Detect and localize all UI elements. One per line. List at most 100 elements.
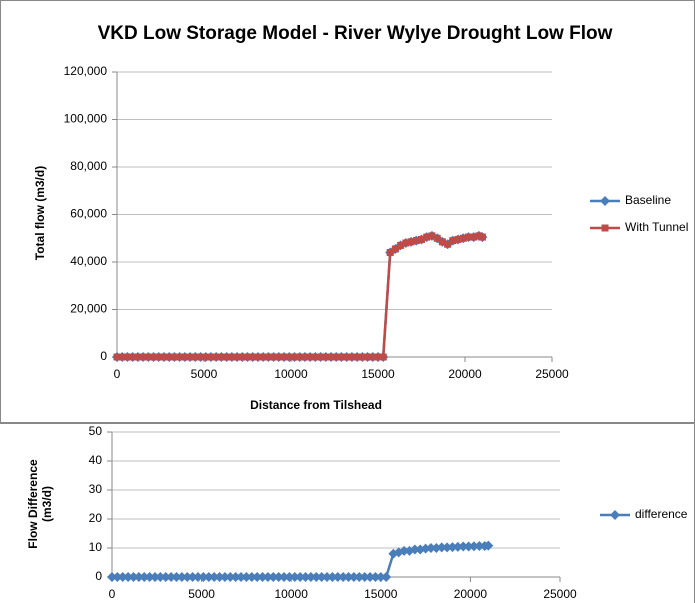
marker	[171, 572, 182, 582]
marker	[193, 572, 204, 582]
marker	[464, 233, 472, 241]
y-tick-label: 20,000	[70, 302, 107, 316]
marker	[202, 353, 210, 361]
marker	[150, 353, 158, 361]
marker	[209, 572, 220, 582]
marker	[322, 572, 333, 582]
marker	[306, 353, 314, 361]
marker	[311, 572, 322, 582]
series-line	[117, 234, 483, 359]
x-tick-label: 10000	[275, 587, 309, 601]
y-tick-label: 40	[89, 453, 103, 467]
x-tick-label: 0	[109, 587, 116, 601]
marker	[249, 353, 257, 361]
marker	[353, 353, 361, 361]
y-tick-label: 50	[89, 424, 103, 438]
marker	[197, 353, 205, 361]
marker	[374, 353, 382, 361]
y-axis-label: Flow Difference (m3/d)	[26, 459, 54, 549]
x-tick-label: 0	[114, 367, 121, 381]
x-tick-label: 20000	[454, 587, 488, 601]
marker	[452, 541, 463, 552]
marker	[176, 353, 184, 361]
marker	[238, 353, 246, 361]
marker	[275, 353, 283, 361]
marker	[117, 572, 128, 582]
marker	[139, 572, 150, 582]
x-tick-label: 10000	[274, 367, 308, 381]
marker	[191, 353, 199, 361]
marker	[160, 353, 168, 361]
marker	[454, 235, 462, 243]
marker	[254, 353, 262, 361]
marker	[259, 353, 267, 361]
marker	[112, 572, 123, 582]
marker	[391, 245, 399, 253]
marker	[449, 237, 457, 245]
legend-label: With Tunnel	[625, 220, 688, 234]
marker	[459, 234, 467, 242]
marker	[264, 353, 272, 361]
legend-label: difference	[635, 507, 688, 521]
marker	[412, 237, 420, 245]
marker	[170, 353, 178, 361]
x-tick-label: 15000	[364, 587, 398, 601]
marker	[186, 353, 194, 361]
x-tick-label: 20000	[448, 367, 482, 381]
y-tick-label: 100,000	[64, 112, 108, 126]
marker	[155, 572, 166, 582]
marker	[359, 572, 370, 582]
y-tick-label: 0	[100, 349, 107, 363]
marker	[144, 353, 152, 361]
marker	[198, 572, 209, 582]
marker	[433, 234, 441, 242]
marker	[365, 572, 376, 582]
marker	[236, 572, 247, 582]
marker	[436, 542, 447, 553]
marker	[244, 353, 251, 361]
marker	[444, 240, 452, 248]
marker	[233, 353, 241, 361]
marker	[375, 572, 386, 582]
marker	[438, 238, 446, 246]
marker	[284, 572, 295, 582]
marker	[273, 572, 284, 582]
marker	[463, 541, 474, 552]
marker	[166, 572, 177, 582]
legend-label: Baseline	[625, 193, 671, 207]
x-tick-label: 5000	[191, 367, 218, 381]
marker	[150, 572, 161, 582]
marker	[212, 353, 220, 361]
marker	[483, 540, 494, 551]
marker	[305, 572, 316, 582]
marker	[268, 572, 279, 582]
marker	[262, 572, 273, 582]
marker	[316, 572, 327, 582]
marker	[332, 572, 343, 582]
marker	[228, 353, 236, 361]
marker	[327, 353, 335, 361]
marker	[338, 572, 349, 582]
marker	[442, 542, 453, 553]
marker	[246, 572, 257, 582]
x-tick-label: 5000	[188, 587, 215, 601]
marker	[134, 353, 142, 361]
marker	[118, 353, 126, 361]
marker	[423, 233, 431, 241]
marker	[214, 572, 225, 582]
x-tick-label: 25000	[543, 587, 577, 601]
marker	[176, 572, 187, 582]
marker	[223, 353, 231, 361]
marker	[207, 353, 215, 361]
marker	[397, 241, 405, 249]
marker	[369, 353, 377, 361]
marker	[332, 353, 340, 361]
y-tick-label: 20	[89, 511, 103, 525]
marker	[181, 353, 189, 361]
marker	[348, 572, 359, 582]
y-tick-label: 40,000	[70, 254, 107, 268]
y-tick-label: 0	[95, 569, 102, 583]
marker	[279, 572, 290, 582]
